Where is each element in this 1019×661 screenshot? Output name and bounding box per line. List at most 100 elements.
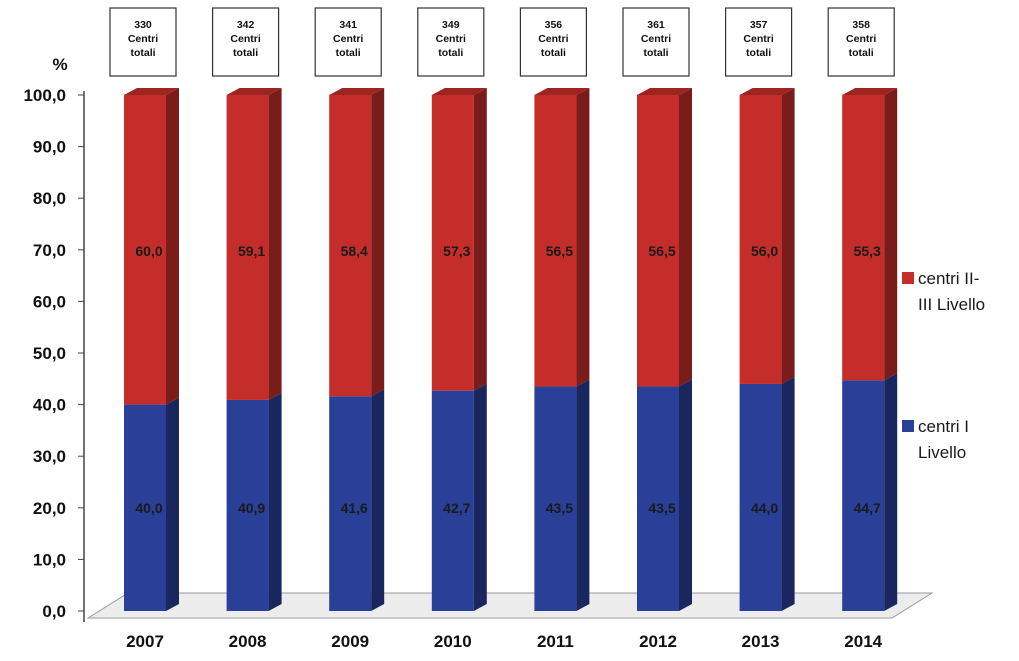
total-centri-text: totali <box>746 47 771 59</box>
total-centri-text: 341 <box>339 19 357 31</box>
legend-swatch <box>902 272 914 284</box>
bar-segment-centri-ii-iii-livello-side <box>268 88 282 400</box>
total-centri-text: totali <box>541 47 566 59</box>
bar-segment-centri-ii-iii-livello <box>842 95 885 381</box>
bar-segment-centri-i-livello-side <box>473 383 487 611</box>
total-centri-text: 357 <box>750 19 768 31</box>
total-centri-text: totali <box>336 47 361 59</box>
data-label-centri-ii-iii-livello: 60,0 <box>135 243 162 259</box>
legend-label: centri II- <box>918 269 979 288</box>
legend: centri II- III Livello centri I Livello <box>902 269 985 462</box>
y-tick-label: 20,0 <box>33 499 66 518</box>
y-tick-label: 50,0 <box>33 344 66 363</box>
bar-segment-centri-i-livello-side <box>268 392 282 611</box>
total-boxes: 330 Centri totali 342 Centri totali 341 Centri t… <box>109 7 895 77</box>
total-centri-text: Centri <box>846 33 876 45</box>
bar-segment-centri-ii-iii-livello <box>739 95 782 384</box>
total-centri-text: 342 <box>237 19 255 31</box>
bar-segment-centri-ii-iii-livello-side <box>884 88 898 381</box>
bar-segment-centri-i-livello <box>431 390 474 611</box>
data-label-centri-ii-iii-livello: 59,1 <box>238 243 265 259</box>
x-tick-label: 2008 <box>229 632 267 651</box>
bar-segment-centri-i-livello <box>739 383 782 611</box>
total-centri-text: Centri <box>743 33 773 45</box>
y-tick-label: 90,0 <box>33 138 66 157</box>
bar-segment-centri-ii-iii-livello-top <box>534 88 590 95</box>
data-label-centri-ii-iii-livello: 56,5 <box>648 243 675 259</box>
total-centri-box <box>109 7 177 77</box>
data-label-centri-i-livello: 44,0 <box>751 500 778 516</box>
value-labels: 40,0 60,0 40,9 59,1 41,6 58,4 42,7 57,3 43,5 56,5… <box>135 243 881 516</box>
data-label-centri-i-livello: 40,0 <box>135 500 162 516</box>
data-label-centri-ii-iii-livello: 56,0 <box>751 243 778 259</box>
bar-segment-centri-ii-iii-livello-side <box>576 88 590 387</box>
chart-floor <box>86 592 934 619</box>
total-centri-text: 361 <box>647 19 665 31</box>
x-axis: 2007 2008 2009 2010 2011 2012 2013 2014 <box>126 632 883 651</box>
total-centri-text: Centri <box>230 33 260 45</box>
total-centri-text: totali <box>438 47 463 59</box>
total-centri-box <box>827 7 895 77</box>
total-centri-box <box>417 7 485 77</box>
bar-segment-centri-ii-iii-livello-side <box>371 88 385 397</box>
y-tick-label: 0,0 <box>42 602 66 621</box>
total-centri-text: 356 <box>545 19 563 31</box>
bar-segment-centri-ii-iii-livello-side <box>781 88 795 384</box>
bar-segment-centri-ii-iii-livello-side <box>473 88 487 391</box>
y-tick-label: 10,0 <box>33 550 66 569</box>
x-tick-label: 2010 <box>434 632 472 651</box>
total-centri-text: Centri <box>436 33 466 45</box>
y-tick-label: 60,0 <box>33 292 66 311</box>
bar-segment-centri-i-livello <box>124 404 166 611</box>
data-label-centri-i-livello: 41,6 <box>341 500 368 516</box>
total-centri-box <box>622 7 690 77</box>
data-label-centri-i-livello: 43,5 <box>648 500 675 516</box>
x-tick-label: 2012 <box>639 632 677 651</box>
total-centri-text: Centri <box>333 33 363 45</box>
data-label-centri-ii-iii-livello: 55,3 <box>854 243 881 259</box>
data-label-centri-i-livello: 44,7 <box>854 500 881 516</box>
total-centri-box <box>212 7 280 77</box>
y-axis: 0,0 10,0 20,0 30,0 40,0 50,0 60,0 70,0 80,0 90,0 1… <box>23 55 85 622</box>
data-label-centri-ii-iii-livello: 56,5 <box>546 243 573 259</box>
x-tick-label: 2007 <box>126 632 164 651</box>
bar-segment-centri-i-livello-side <box>781 376 795 611</box>
legend-swatch <box>902 420 914 432</box>
bar-segment-centri-i-livello <box>842 380 885 611</box>
data-label-centri-ii-iii-livello: 58,4 <box>341 243 368 259</box>
bar-segment-centri-ii-iii-livello-top <box>637 88 692 95</box>
y-tick-label: 40,0 <box>33 396 66 415</box>
y-tick-label: 100,0 <box>23 86 66 105</box>
bar-segment-centri-i-livello <box>534 386 577 611</box>
x-tick-label: 2009 <box>331 632 369 651</box>
bar-segment-centri-i-livello-side <box>679 379 692 611</box>
bar-segment-centri-i-livello <box>329 396 372 611</box>
bar-segment-centri-ii-iii-livello-top <box>739 88 795 95</box>
data-label-centri-i-livello: 42,7 <box>443 500 470 516</box>
total-centri-text: 358 <box>852 19 870 31</box>
legend-label: Livello <box>918 443 966 462</box>
total-centri-text: Centri <box>128 33 158 45</box>
data-label-centri-i-livello: 43,5 <box>546 500 573 516</box>
x-tick-label: 2011 <box>537 632 574 651</box>
bar-segment-centri-ii-iii-livello <box>637 95 679 387</box>
legend-label: centri I <box>918 417 969 436</box>
total-centri-text: 330 <box>134 19 152 31</box>
data-label-centri-i-livello: 40,9 <box>238 500 265 516</box>
bar-segment-centri-ii-iii-livello-side <box>679 88 692 387</box>
x-tick-label: 2013 <box>742 632 780 651</box>
total-centri-text: 349 <box>442 19 460 31</box>
bar-segment-centri-ii-iii-livello-top <box>226 88 282 95</box>
y-tick-label: 80,0 <box>33 189 66 208</box>
total-centri-text: Centri <box>538 33 568 45</box>
bar-segment-centri-ii-iii-livello-top <box>124 88 179 95</box>
bar-segment-centri-i-livello-side <box>371 389 385 611</box>
total-centri-box <box>314 7 382 77</box>
bar-segment-centri-i-livello <box>637 386 679 611</box>
bar-segment-centri-ii-iii-livello-top <box>842 88 898 95</box>
bars <box>124 88 898 611</box>
bar-segment-centri-ii-iii-livello <box>431 95 474 391</box>
y-axis-unit: % <box>52 55 67 74</box>
